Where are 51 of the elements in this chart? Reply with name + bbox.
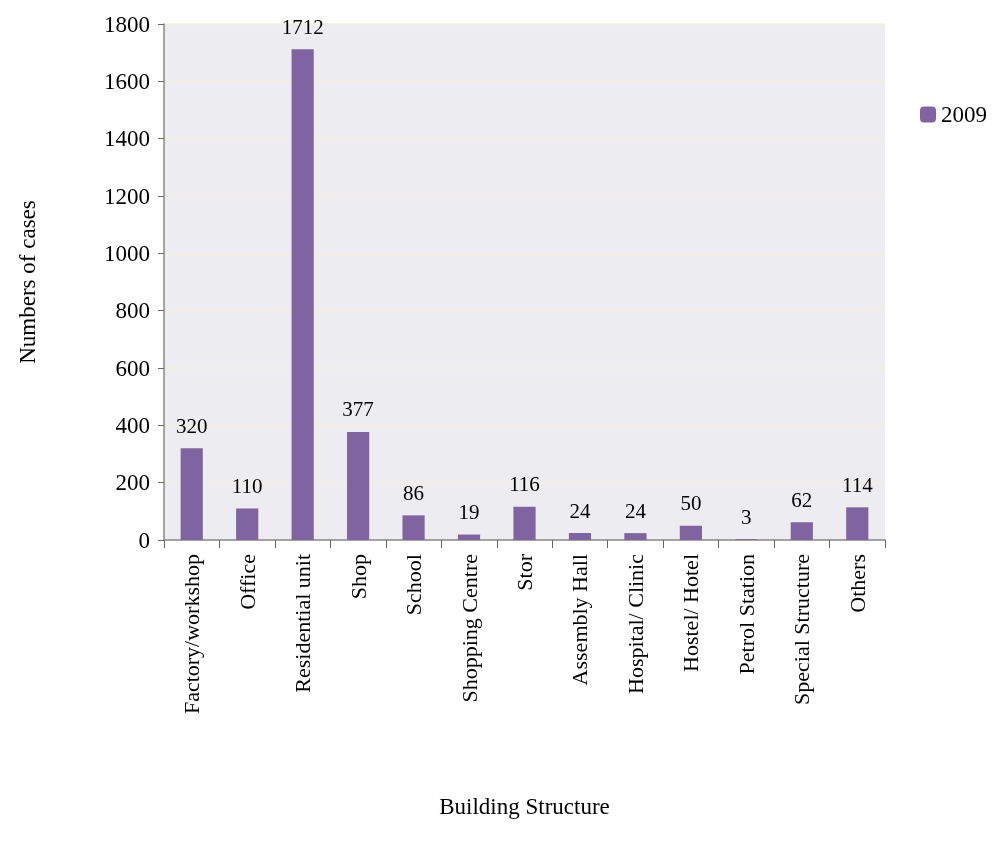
- data-label: 110: [231, 473, 263, 498]
- bar: [291, 49, 314, 540]
- y-axis-title: Numbers of cases: [15, 200, 40, 364]
- y-tick-label: 1600: [104, 68, 150, 94]
- data-label: 114: [841, 472, 874, 497]
- bar: [402, 515, 425, 540]
- x-tick-label: Petrol Station: [733, 554, 759, 675]
- bar: [624, 533, 647, 540]
- y-tick-label: 1200: [104, 183, 150, 209]
- legend-label: 2009: [941, 102, 987, 127]
- data-label: 19: [458, 500, 480, 525]
- bar: [846, 507, 869, 540]
- y-tick-label: 0: [138, 527, 150, 553]
- y-tick-label: 600: [115, 355, 150, 381]
- bar: [180, 448, 203, 540]
- x-tick-label: Assembly Hall: [567, 554, 593, 686]
- y-tick-label: 1800: [104, 11, 150, 37]
- data-label: 24: [624, 498, 647, 523]
- x-tick-label: Hostel/ Hotel: [678, 554, 704, 672]
- y-tick-label: 800: [115, 298, 150, 324]
- x-tick-label: Hospital/ Clinic: [622, 553, 648, 694]
- data-label: 86: [403, 480, 425, 505]
- x-tick-label: Residential unit: [290, 554, 316, 693]
- data-label: 62: [791, 487, 813, 512]
- data-label: 377: [342, 397, 374, 422]
- y-tick-label: 1000: [104, 240, 150, 266]
- y-tick-label: 1400: [104, 126, 150, 152]
- x-tick-label: Shop: [345, 554, 371, 600]
- x-tick-label: Office: [234, 554, 260, 610]
- y-tick-label: 200: [115, 470, 150, 496]
- bar: [236, 508, 259, 540]
- x-tick-label: Stor: [512, 553, 537, 591]
- data-label: 24: [569, 498, 591, 523]
- x-tick-label: School: [401, 554, 427, 616]
- data-label: 50: [680, 491, 702, 516]
- bar: [513, 506, 536, 540]
- x-tick-label: Shopping Centre: [456, 554, 482, 703]
- data-label: 320: [175, 413, 208, 438]
- data-label: 3: [741, 504, 752, 529]
- bar: [568, 533, 592, 540]
- x-axis-title: Building Structure: [439, 794, 610, 819]
- data-label: 116: [509, 472, 540, 497]
- data-label: 1712: [281, 14, 324, 39]
- bar: [347, 431, 370, 540]
- x-tick-label: Factory/workshop: [179, 554, 205, 715]
- x-tick-label: Others: [844, 554, 870, 613]
- bar: [790, 522, 813, 540]
- x-tick-label: Special Structure: [789, 554, 815, 705]
- bar: [679, 525, 702, 540]
- bar: [457, 534, 481, 540]
- y-tick-label: 400: [115, 412, 150, 438]
